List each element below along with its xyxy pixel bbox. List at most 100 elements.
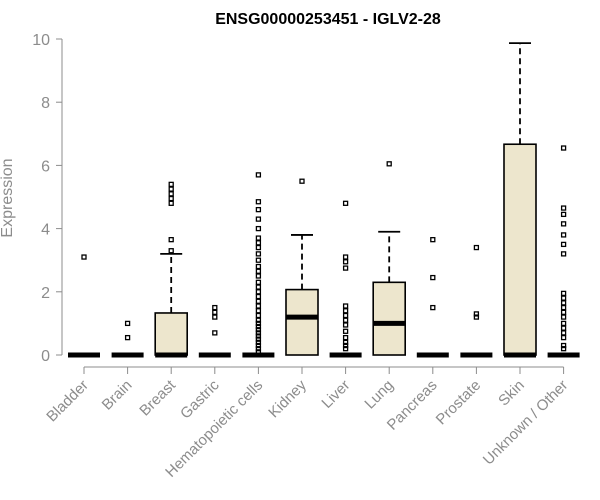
box-rect [285, 288, 319, 356]
outlier-point [255, 327, 262, 333]
box-group [372, 161, 407, 356]
y-tick-label: 10 [32, 32, 50, 49]
y-tick-label: 6 [41, 158, 50, 175]
outlier-point [342, 312, 349, 319]
box-group [329, 200, 362, 358]
outlier-point [168, 200, 174, 206]
outlier-point [168, 191, 174, 197]
outlier-point [212, 304, 218, 311]
x-tick-label: Kidney [265, 376, 310, 421]
outlier-point [255, 284, 262, 290]
outlier-point [255, 308, 262, 314]
outlier-point [255, 312, 262, 319]
outlier-point [386, 161, 392, 167]
outlier-point [560, 221, 567, 227]
y-axis: 0 2 4 6 8 10 [32, 32, 63, 365]
outlier-point [255, 216, 262, 222]
outlier-point [560, 334, 567, 341]
x-tick-label: Breast [136, 376, 179, 419]
chart-title: ENSG00000253451 - IGLV2-28 [215, 11, 441, 28]
y-tick-label: 0 [41, 348, 50, 365]
outlier-point [473, 314, 480, 320]
box-group [111, 320, 144, 358]
outlier-point [255, 293, 262, 300]
outlier-point [560, 211, 567, 218]
outlier-point [342, 254, 349, 260]
outlier-point [255, 199, 262, 205]
box-group [154, 181, 188, 358]
outlier-point [560, 145, 567, 151]
outlier-point [342, 346, 349, 352]
box-rect [503, 143, 537, 356]
x-tick-label: Lung [361, 377, 397, 413]
outlier-point [168, 195, 174, 202]
box-rect [372, 281, 407, 356]
outlier-point [560, 309, 567, 315]
outlier-point [255, 257, 262, 263]
outlier-point [168, 186, 174, 192]
plot-area [68, 42, 580, 358]
y-tick-label: 2 [41, 285, 50, 302]
box-group [242, 172, 275, 358]
outlier-point [255, 279, 262, 285]
outlier-point [342, 334, 349, 341]
outlier-point [255, 172, 262, 178]
outlier-point [560, 325, 567, 331]
outlier-point [430, 304, 436, 311]
outlier-point [560, 232, 567, 238]
y-tick-label: 4 [41, 222, 50, 239]
outlier-point [560, 320, 567, 327]
outlier-point [342, 322, 349, 328]
outlier-point [168, 181, 174, 188]
outlier-point [212, 309, 218, 315]
outlier-point [255, 346, 262, 352]
outlier-point [255, 206, 262, 213]
box-group [68, 254, 100, 358]
outlier-point [560, 290, 567, 297]
outlier-point [560, 295, 567, 301]
y-axis-label: Expression [0, 158, 16, 237]
outlier-point [255, 298, 262, 304]
y-tick-label: 8 [41, 95, 50, 112]
x-tick-label: Skin [495, 377, 528, 410]
outlier-point [560, 241, 567, 248]
box-group [547, 145, 580, 358]
box-group [285, 178, 319, 356]
outlier-point [342, 317, 349, 323]
outlier-point [255, 342, 262, 349]
outlier-point [124, 334, 131, 341]
outlier-point [255, 320, 262, 327]
outlier-point [473, 244, 480, 251]
outlier-point [255, 289, 262, 295]
outlier-point [212, 330, 218, 336]
outlier-point [473, 311, 480, 317]
outlier-point [560, 251, 567, 257]
outlier-point [342, 342, 349, 349]
outlier-point [255, 333, 262, 339]
outlier-point [255, 225, 262, 232]
box-group [198, 304, 231, 358]
outlier-point [342, 200, 349, 206]
box-rect [154, 312, 188, 356]
box-group [460, 244, 493, 358]
outlier-point [255, 323, 262, 330]
x-tick-label: Prostate [433, 377, 485, 429]
outlier-point [560, 205, 567, 211]
outlier-point [342, 328, 349, 334]
x-tick-label: Bladder [43, 377, 92, 426]
outlier-point [560, 300, 567, 306]
outlier-point [560, 304, 567, 311]
outlier-point [560, 346, 567, 352]
x-tick-label: Brain [99, 377, 136, 414]
outlier-point [342, 265, 349, 271]
box-group [503, 42, 537, 358]
outlier-point [255, 240, 262, 246]
outlier-point [255, 336, 262, 342]
outlier-point [560, 330, 567, 336]
outlier-point [430, 274, 436, 281]
outlier-point [255, 339, 262, 346]
outlier-point [255, 263, 262, 270]
outlier-point [342, 303, 349, 309]
